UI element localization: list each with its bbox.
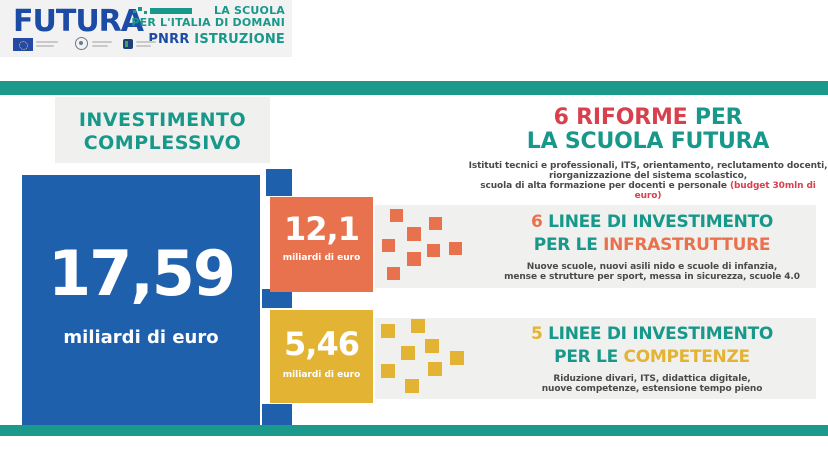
riforme-desc-line1: Istituti tecnici e professionali, ITS, o… [468,161,828,171]
infrastrutture-unit: miliardi di euro [282,253,361,263]
pixel-square-yellow [411,319,425,333]
section-riforme: 6 RIFORME PER LA SCUOLA FUTURA Istituti … [468,106,828,202]
pixel-square-blue [266,169,292,196]
riforme-heading-accent: 6 RIFORME [553,105,688,130]
competenze-desc: Riduzione divari, ITS, didattica digital… [478,374,826,394]
pixel-square-orange [449,242,462,255]
pixel-square-yellow [381,324,395,338]
competenze-heading: 5 LINEE DI INVESTIMENTO PER LE COMPETENZ… [530,324,774,367]
pixel-square-orange [429,217,442,230]
pixel-square-yellow [401,346,415,360]
competenze-heading-accent: COMPETENZE [623,347,751,367]
tagline-decor-bar [150,8,192,14]
program-name: ISTRUZIONE [189,32,285,47]
overview-title: INVESTIMENTO COMPLESSIVO [55,109,270,155]
bottom-divider-bar [0,425,828,436]
section-infrastrutture: 6 LINEE DI INVESTIMENTO PER LE INFRASTRU… [478,211,826,282]
logo-caption-bars [36,41,58,43]
pixel-square-yellow [381,364,395,378]
riforme-desc-line2: riorganizzazione del sistema scolastico, [548,171,748,181]
tagline-line1: LA SCUOLA [214,4,285,17]
pixel-square-yellow [425,339,439,353]
section-competenze: 5 LINEE DI INVESTIMENTO PER LE COMPETENZ… [478,323,826,394]
infrastrutture-heading-number: 6 [530,212,543,232]
pixel-square-blue [262,289,292,308]
eu-flag-logo [13,38,33,51]
infrastrutture-desc-line1: Nuove scuole, nuovi asili nido e scuole … [526,262,778,272]
logo-caption-bars [36,45,54,47]
competenze-heading-number: 5 [530,324,543,344]
riforme-desc: Istituti tecnici e professionali, ITS, o… [468,161,828,201]
tagline-decor-pixel [144,11,147,14]
header-band: FUTURA LA SCUOLA PER L'ITALIA DI DOMANI … [0,0,292,57]
program-prefix: PNRR [148,32,190,47]
pixel-square-orange [382,239,395,252]
total-investment-box: 17,59 miliardi di euro [22,175,260,425]
ministry-emblem-logo [75,37,88,50]
competenze-panel [375,318,816,399]
infrastrutture-heading-accent: INFRASTRUTTURE [603,235,771,255]
riforme-heading-line2: LA SCUOLA FUTURA [526,129,770,154]
infrastrutture-amount-box: 12,1 miliardi di euro [270,197,373,292]
total-unit: miliardi di euro [63,327,219,348]
logo-caption-bars [92,41,112,43]
pixel-square-yellow [428,362,442,376]
pixel-square-yellow [405,379,419,393]
italia-domani-logo [123,39,133,49]
partner-logos [13,37,163,53]
riforme-heading: 6 RIFORME PER LA SCUOLA FUTURA [468,106,828,154]
pixel-square-blue [262,404,292,425]
logo-caption-bars [136,45,151,47]
program-title: PNRR ISTRUZIONE [148,32,285,47]
pixel-square-yellow [450,351,464,365]
brand-wordmark: FUTURA [13,4,144,39]
competenze-unit: miliardi di euro [282,370,361,380]
overview-title-line2: COMPLESSIVO [83,132,242,154]
competenze-desc-line2: nuove competenze, estensione tempo pieno [541,384,763,394]
infrastrutture-panel [375,205,816,288]
pixel-square-orange [387,267,400,280]
total-amount: 17,59 [47,237,236,310]
competenze-desc-line1: Riduzione divari, ITS, didattica digital… [553,374,751,384]
top-divider-bar [0,81,828,95]
brand-tagline: LA SCUOLA PER L'ITALIA DI DOMANI [131,5,285,29]
infrastrutture-amount: 12,1 [284,210,360,248]
overview-title-line1: INVESTIMENTO [78,109,247,131]
infrastrutture-heading: 6 LINEE DI INVESTIMENTO PER LE INFRASTRU… [530,212,774,255]
logo-caption-bars [92,45,108,47]
pixel-square-orange [390,209,403,222]
riforme-heading-suffix: PER [687,105,743,130]
tagline-line2: PER L'ITALIA DI DOMANI [131,16,285,29]
logo-caption-bars [136,41,156,43]
tagline-decor-pixel [138,7,142,11]
competenze-amount-box: 5,46 miliardi di euro [270,310,373,403]
tagline-decor-pixel [133,10,136,13]
overview-title-panel: INVESTIMENTO COMPLESSIVO [55,97,270,163]
pixel-square-orange [407,227,421,241]
infrastrutture-desc-line2: mense e strutture per sport, messa in si… [504,272,800,282]
competenze-amount: 5,46 [284,325,360,363]
riforme-desc-line3: scuola di alta formazione per docenti e … [480,181,816,201]
pixel-square-orange [427,244,440,257]
budget-note: (budget 30mln di euro) [634,181,816,201]
pixel-square-orange [407,252,421,266]
infrastrutture-desc: Nuove scuole, nuovi asili nido e scuole … [478,262,826,282]
